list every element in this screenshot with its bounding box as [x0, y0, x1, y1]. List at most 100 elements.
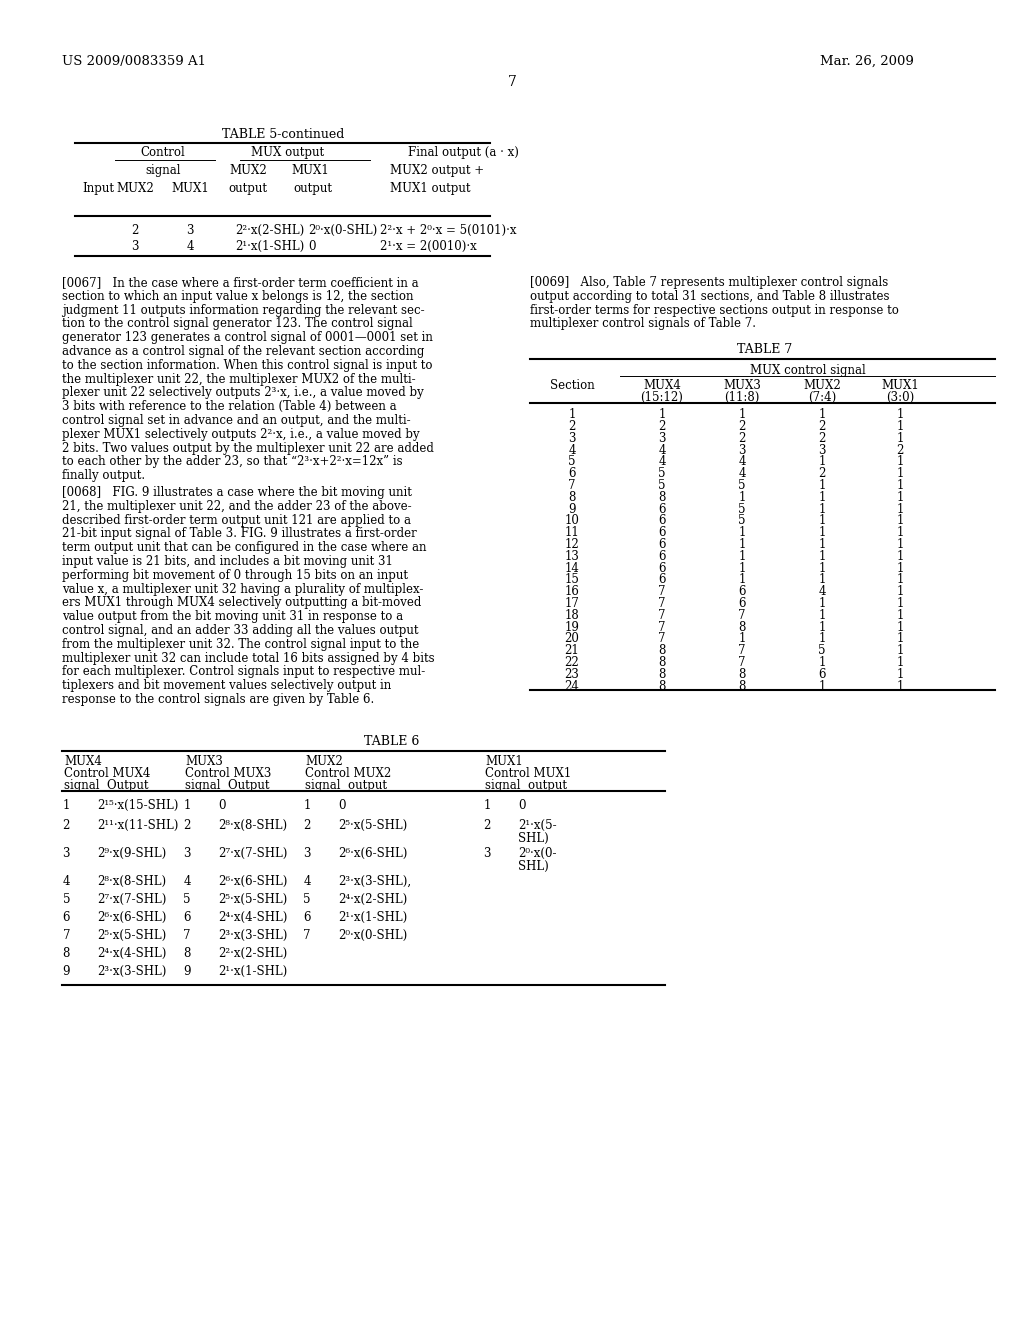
Text: 1: 1 — [818, 609, 825, 622]
Text: [0067]   In the case where a first-order term coefficient in a: [0067] In the case where a first-order t… — [62, 276, 419, 289]
Text: 2⁵·x(5-SHL): 2⁵·x(5-SHL) — [97, 929, 166, 941]
Text: TABLE 5-continued: TABLE 5-continued — [222, 128, 344, 141]
Text: 6: 6 — [183, 911, 191, 924]
Text: 1: 1 — [896, 632, 904, 645]
Text: 7: 7 — [738, 609, 745, 622]
Text: Control MUX1: Control MUX1 — [485, 767, 571, 780]
Text: 4: 4 — [183, 875, 191, 888]
Text: 23: 23 — [564, 668, 580, 681]
Text: Section: Section — [550, 379, 594, 392]
Text: 1: 1 — [818, 597, 825, 610]
Text: 2⁶·x(6-SHL): 2⁶·x(6-SHL) — [338, 847, 408, 859]
Text: 21: 21 — [564, 644, 580, 657]
Text: 4: 4 — [738, 467, 745, 480]
Text: 2: 2 — [568, 420, 575, 433]
Text: [0069]   Also, Table 7 represents multiplexer control signals: [0069] Also, Table 7 represents multiple… — [530, 276, 888, 289]
Text: control signal set in advance and an output, and the multi-: control signal set in advance and an out… — [62, 414, 411, 426]
Text: 2⁵·x(5-SHL): 2⁵·x(5-SHL) — [218, 892, 288, 906]
Text: 13: 13 — [564, 550, 580, 562]
Text: MUX2: MUX2 — [803, 379, 841, 392]
Text: 14: 14 — [564, 561, 580, 574]
Text: 2⁴·x(4-SHL): 2⁴·x(4-SHL) — [97, 946, 166, 960]
Text: 7: 7 — [738, 656, 745, 669]
Text: 1: 1 — [896, 408, 904, 421]
Text: 1: 1 — [896, 503, 904, 516]
Text: 2: 2 — [818, 420, 825, 433]
Text: 19: 19 — [564, 620, 580, 634]
Text: 6: 6 — [658, 561, 666, 574]
Text: 7: 7 — [658, 585, 666, 598]
Text: 6: 6 — [303, 911, 311, 924]
Text: 2¹·x(1-SHL): 2¹·x(1-SHL) — [338, 911, 408, 924]
Text: 8: 8 — [658, 644, 666, 657]
Text: 4: 4 — [738, 455, 745, 469]
Text: 3: 3 — [658, 432, 666, 445]
Text: 4: 4 — [568, 444, 575, 457]
Text: multiplexer control signals of Table 7.: multiplexer control signals of Table 7. — [530, 317, 756, 330]
Text: 1: 1 — [738, 491, 745, 504]
Text: advance as a control signal of the relevant section according: advance as a control signal of the relev… — [62, 345, 424, 358]
Text: response to the control signals are given by Table 6.: response to the control signals are give… — [62, 693, 374, 706]
Text: MUX1: MUX1 — [171, 182, 209, 195]
Text: 22: 22 — [564, 656, 580, 669]
Text: 1: 1 — [818, 479, 825, 492]
Text: TABLE 7: TABLE 7 — [737, 343, 793, 356]
Text: Control MUX4: Control MUX4 — [63, 767, 151, 780]
Text: 4: 4 — [658, 455, 666, 469]
Text: 2⁸·x(8-SHL): 2⁸·x(8-SHL) — [97, 875, 166, 888]
Text: 2³·x(3-SHL): 2³·x(3-SHL) — [218, 929, 288, 941]
Text: 5: 5 — [62, 892, 70, 906]
Text: 9: 9 — [568, 503, 575, 516]
Text: 2: 2 — [738, 432, 745, 445]
Text: 6: 6 — [658, 573, 666, 586]
Text: 2⁰·x(0-SHL): 2⁰·x(0-SHL) — [308, 224, 377, 238]
Text: 5: 5 — [738, 503, 745, 516]
Text: 1: 1 — [658, 408, 666, 421]
Text: 5: 5 — [818, 644, 825, 657]
Text: 1: 1 — [818, 573, 825, 586]
Text: 8: 8 — [658, 656, 666, 669]
Text: described first-order term output unit 121 are applied to a: described first-order term output unit 1… — [62, 513, 411, 527]
Text: 3: 3 — [186, 224, 194, 238]
Text: 2: 2 — [62, 818, 70, 832]
Text: TABLE 6: TABLE 6 — [365, 735, 420, 748]
Text: 1: 1 — [896, 644, 904, 657]
Text: 4: 4 — [818, 585, 825, 598]
Text: from the multiplexer unit 32. The control signal input to the: from the multiplexer unit 32. The contro… — [62, 638, 419, 651]
Text: 1: 1 — [818, 561, 825, 574]
Text: 1: 1 — [896, 479, 904, 492]
Text: finally output.: finally output. — [62, 469, 145, 482]
Text: 6: 6 — [738, 585, 745, 598]
Text: 2: 2 — [658, 420, 666, 433]
Text: 1: 1 — [738, 573, 745, 586]
Text: MUX3: MUX3 — [185, 755, 223, 768]
Text: US 2009/0083359 A1: US 2009/0083359 A1 — [62, 55, 206, 69]
Text: Control MUX3: Control MUX3 — [185, 767, 271, 780]
Text: control signal, and an adder 33 adding all the values output: control signal, and an adder 33 adding a… — [62, 624, 419, 638]
Text: (11:8): (11:8) — [724, 391, 760, 404]
Text: 7: 7 — [658, 609, 666, 622]
Text: Control MUX2: Control MUX2 — [305, 767, 391, 780]
Text: value x, a multiplexer unit 32 having a plurality of multiplex-: value x, a multiplexer unit 32 having a … — [62, 582, 423, 595]
Text: 8: 8 — [738, 680, 745, 693]
Text: 21, the multiplexer unit 22, and the adder 23 of the above-: 21, the multiplexer unit 22, and the add… — [62, 500, 412, 512]
Text: signal  Output: signal Output — [185, 779, 269, 792]
Text: 1: 1 — [896, 597, 904, 610]
Text: 11: 11 — [564, 527, 580, 539]
Text: 1: 1 — [896, 527, 904, 539]
Text: 1: 1 — [896, 585, 904, 598]
Text: 2: 2 — [183, 818, 191, 832]
Text: 6: 6 — [62, 911, 70, 924]
Text: 1: 1 — [896, 491, 904, 504]
Text: 6: 6 — [568, 467, 575, 480]
Text: 6: 6 — [658, 515, 666, 528]
Text: 1: 1 — [896, 656, 904, 669]
Text: 2⁴·x(2-SHL): 2⁴·x(2-SHL) — [338, 892, 408, 906]
Text: 3: 3 — [818, 444, 825, 457]
Text: 1: 1 — [896, 550, 904, 562]
Text: 1: 1 — [896, 620, 904, 634]
Text: 3: 3 — [183, 847, 191, 859]
Text: 1: 1 — [818, 620, 825, 634]
Text: Mar. 26, 2009: Mar. 26, 2009 — [820, 55, 913, 69]
Text: tiplexers and bit movement values selectively output in: tiplexers and bit movement values select… — [62, 680, 391, 692]
